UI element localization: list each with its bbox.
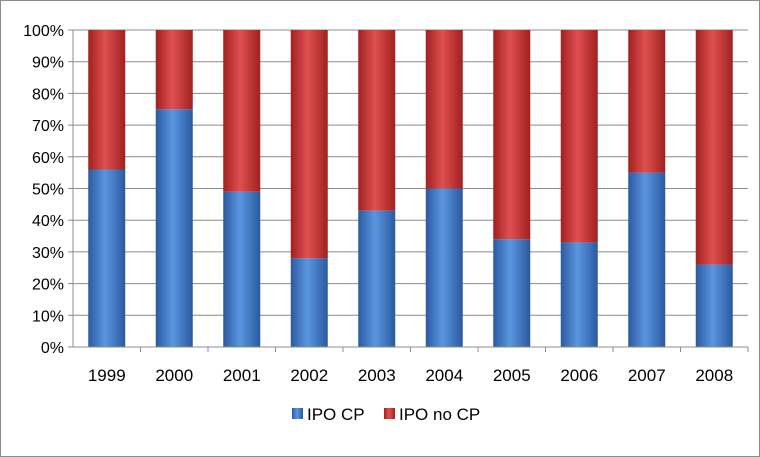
y-tick-label: 0% [41,340,64,357]
x-tick-label: 1999 [88,366,126,385]
bar-ipo-cp-2004 [425,188,463,347]
bar-ipo-cp-2007 [628,172,666,347]
x-tick-label: 2006 [560,366,598,385]
bar-ipo-no-cp-2004 [425,30,463,189]
bar-ipo-cp-2001 [223,191,261,347]
bar-ipo-cp-2002 [290,258,328,347]
bar-ipo-no-cp-2008 [695,30,733,265]
bar-ipo-no-cp-2001 [223,30,261,192]
axes: 0% 10% 20% 30% 40% 50% 60% 70% 80% 90% 100% 1999 200… [23,23,749,385]
bar-ipo-no-cp-2007 [628,30,666,173]
y-tick-label: 40% [32,213,64,230]
legend-swatch-ipo-cp [292,408,303,419]
bar-ipo-cp-2000 [155,109,193,347]
x-tick-label: 2005 [493,366,531,385]
y-tick-label: 100% [23,23,64,40]
y-tick-label: 80% [32,86,64,103]
bar-ipo-no-cp-2003 [358,30,396,211]
bars [88,30,733,347]
y-tick-label: 20% [32,277,64,294]
bar-ipo-no-cp-2002 [290,30,328,259]
y-tick-label: 60% [32,150,64,167]
legend-label: IPO CP [307,405,365,424]
x-tick-label: 2003 [358,366,396,385]
x-tick-label: 2004 [425,366,463,385]
y-tick-label: 30% [32,245,64,262]
bar-ipo-cp-2006 [560,242,598,347]
bar-ipo-cp-1999 [88,169,126,347]
bar-ipo-no-cp-2006 [560,30,598,243]
x-tick-label: 2007 [628,366,666,385]
bar-ipo-no-cp-2000 [155,30,193,110]
bar-ipo-no-cp-1999 [88,30,126,170]
y-tick-label: 10% [32,308,64,325]
legend-swatch-ipo-no-cp [384,408,395,419]
x-tick-label: 2008 [695,366,733,385]
bar-ipo-no-cp-2005 [493,30,531,240]
x-tick-label: 2002 [290,366,328,385]
x-tick-label: 2000 [155,366,193,385]
bar-ipo-cp-2005 [493,239,531,347]
y-tick-label: 90% [32,55,64,72]
legend: IPO CP IPO no CP [292,405,480,424]
y-tick-label: 70% [32,118,64,135]
bar-ipo-cp-2008 [695,264,733,347]
y-tick-label: 50% [32,182,64,199]
x-tick-label: 2001 [223,366,261,385]
legend-label: IPO no CP [399,405,480,424]
bar-ipo-cp-2003 [358,210,396,347]
